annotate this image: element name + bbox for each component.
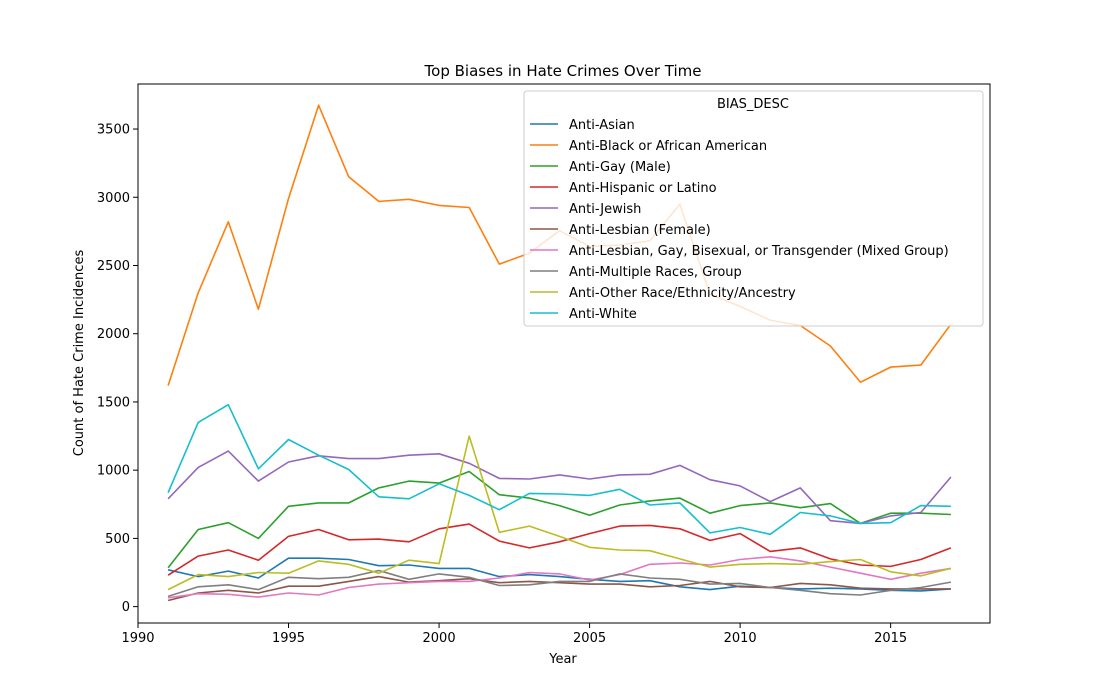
legend-label: Anti-Jewish	[569, 202, 641, 217]
legend-label: Anti-Hispanic or Latino	[569, 181, 717, 196]
legend-label: Anti-Lesbian, Gay, Bisexual, or Transgen…	[569, 244, 949, 259]
plot-area: 1990 1995 2000 2005 2010 2015 0 500 1000 1500 2000…	[97, 83, 991, 646]
series-layer	[167, 104, 952, 602]
x-tick-label: 2005	[573, 631, 606, 646]
x-tick-label: 2015	[874, 631, 907, 646]
legend-label: Anti-Black or African American	[569, 139, 767, 154]
legend-frame	[523, 90, 984, 327]
series-line	[167, 435, 952, 591]
y-tick-label: 2500	[97, 259, 130, 274]
legend-items: Anti-Asian Anti-Black or African American…	[530, 118, 949, 322]
y-tick-label: 1000	[97, 464, 130, 479]
series-line	[167, 575, 951, 602]
series-line	[167, 403, 951, 536]
x-tick-label: 2010	[724, 631, 757, 646]
x-tick-label: 1990	[121, 631, 154, 646]
x-tick-label: 1995	[272, 631, 305, 646]
series-line	[167, 470, 951, 569]
series-line	[167, 450, 952, 525]
legend-title: BIAS_DESC	[717, 97, 789, 112]
y-tick-label: 500	[105, 532, 130, 547]
plot-frame	[137, 83, 991, 624]
y-axis-label: Count of Hate Crime Incidences	[72, 250, 87, 457]
legend-label: Anti-Lesbian (Female)	[569, 223, 711, 238]
series-line	[167, 557, 951, 592]
legend-label: Anti-Other Race/Ethnicity/Ancestry	[569, 286, 796, 301]
legend: BIAS_DESC Anti-Asian Anti-Black or Africa…	[523, 90, 984, 327]
x-axis-label: Year	[548, 652, 577, 667]
ticks-layer: 1990 1995 2000 2005 2010 2015 0 500 1000 1500 2000…	[97, 123, 907, 646]
series-line	[167, 523, 952, 576]
y-tick-label: 3000	[97, 191, 130, 206]
legend-label: Anti-White	[569, 307, 637, 322]
x-tick-label: 2000	[423, 631, 456, 646]
series-line	[167, 555, 952, 599]
y-tick-label: 1500	[97, 395, 130, 410]
y-tick-label: 0	[122, 600, 130, 615]
legend-label: Anti-Asian	[569, 118, 635, 133]
legend-label: Anti-Multiple Races, Group	[569, 265, 742, 280]
legend-label: Anti-Gay (Male)	[569, 160, 671, 175]
series-line	[167, 569, 952, 598]
y-tick-label: 3500	[97, 123, 130, 138]
chart-title: Top Biases in Hate Crimes Over Time	[424, 62, 702, 80]
y-tick-label: 2000	[97, 327, 130, 342]
